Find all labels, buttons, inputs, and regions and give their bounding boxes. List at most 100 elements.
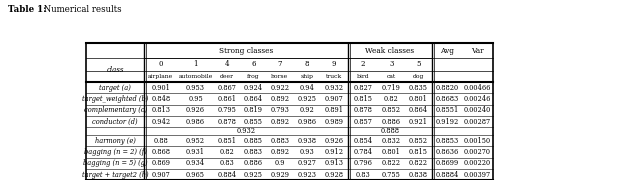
Text: 0.892: 0.892 (270, 148, 289, 156)
Text: 0.929: 0.929 (270, 171, 289, 179)
Text: 0.864: 0.864 (244, 95, 263, 103)
Text: 0.852: 0.852 (382, 106, 401, 114)
Text: 8: 8 (305, 60, 309, 68)
Text: 0.827: 0.827 (354, 84, 372, 92)
Text: 7: 7 (278, 60, 282, 68)
Text: 0.927: 0.927 (297, 159, 316, 167)
Text: 0.8853: 0.8853 (435, 137, 459, 145)
Text: 0.867: 0.867 (218, 84, 237, 92)
Text: 5: 5 (416, 60, 420, 68)
Text: 0.00397: 0.00397 (464, 171, 491, 179)
Text: 0.926: 0.926 (324, 137, 344, 145)
Text: 0.00466: 0.00466 (464, 84, 492, 92)
Text: 0.95: 0.95 (188, 95, 203, 103)
Text: 0.907: 0.907 (325, 95, 344, 103)
Text: 0.838: 0.838 (409, 171, 428, 179)
Text: 0.88: 0.88 (154, 137, 168, 145)
Text: 0.00150: 0.00150 (464, 137, 491, 145)
Text: 0.925: 0.925 (297, 95, 316, 103)
Text: 0.82: 0.82 (220, 148, 234, 156)
Text: cat: cat (387, 74, 396, 79)
Text: target + target2 (h): target + target2 (h) (82, 171, 148, 179)
Text: 0.878: 0.878 (218, 118, 237, 126)
Text: target_weighted (b): target_weighted (b) (82, 95, 148, 103)
Text: 0.00240: 0.00240 (464, 106, 491, 114)
Text: 0.913: 0.913 (324, 159, 344, 167)
Text: 0.888: 0.888 (381, 127, 399, 135)
Text: 0.886: 0.886 (382, 118, 401, 126)
Text: 0.989: 0.989 (324, 118, 344, 126)
Text: bagging (n = 5) (g): bagging (n = 5) (g) (83, 159, 148, 167)
Text: 0.835: 0.835 (409, 84, 428, 92)
Text: 0.952: 0.952 (186, 137, 205, 145)
Text: 0.934: 0.934 (186, 159, 205, 167)
Text: 0.9: 0.9 (275, 159, 285, 167)
Text: 6: 6 (251, 60, 255, 68)
Text: 0.901: 0.901 (152, 84, 170, 92)
Text: 0.8636: 0.8636 (435, 148, 459, 156)
Text: 0.928: 0.928 (324, 171, 344, 179)
Text: 1: 1 (193, 60, 198, 68)
Text: airplane: airplane (148, 74, 173, 79)
Text: 0.912: 0.912 (324, 148, 344, 156)
Text: 0.886: 0.886 (244, 159, 263, 167)
Text: 0.923: 0.923 (297, 171, 316, 179)
Text: 3: 3 (389, 60, 394, 68)
Text: 0.907: 0.907 (152, 171, 170, 179)
Text: 0.815: 0.815 (354, 95, 372, 103)
Text: 0.9192: 0.9192 (435, 118, 459, 126)
Text: 0.815: 0.815 (409, 148, 428, 156)
Text: 0.932: 0.932 (324, 84, 344, 92)
Text: 0.8551: 0.8551 (435, 106, 459, 114)
Text: bird: bird (357, 74, 369, 79)
Text: 0.795: 0.795 (218, 106, 237, 114)
Text: bagging (n = 2) (f): bagging (n = 2) (f) (84, 148, 147, 156)
Text: 0.891: 0.891 (324, 106, 344, 114)
Text: 0.921: 0.921 (409, 118, 428, 126)
Text: 0.819: 0.819 (244, 106, 263, 114)
Text: 0.784: 0.784 (354, 148, 372, 156)
Text: 0.822: 0.822 (382, 159, 401, 167)
Text: conductor (d): conductor (d) (92, 118, 138, 126)
Text: 0.00220: 0.00220 (464, 159, 491, 167)
Text: 0.885: 0.885 (244, 137, 263, 145)
Text: deer: deer (220, 74, 234, 79)
Text: 0.793: 0.793 (271, 106, 289, 114)
Text: 0.796: 0.796 (354, 159, 372, 167)
Text: 0.922: 0.922 (270, 84, 289, 92)
Text: 0.855: 0.855 (244, 118, 263, 126)
Text: 0.852: 0.852 (409, 137, 428, 145)
Text: Weak classes: Weak classes (365, 47, 415, 55)
Text: 0.932: 0.932 (237, 127, 256, 135)
Text: 0.822: 0.822 (409, 159, 428, 167)
Text: dog: dog (413, 74, 424, 79)
Text: 0.892: 0.892 (270, 118, 289, 126)
Text: 0.8884: 0.8884 (435, 171, 459, 179)
Text: 0.878: 0.878 (354, 106, 372, 114)
Text: 0.848: 0.848 (151, 95, 170, 103)
Text: 0.986: 0.986 (297, 118, 316, 126)
Text: 0.857: 0.857 (354, 118, 372, 126)
Text: 0.925: 0.925 (244, 171, 263, 179)
Text: ship: ship (300, 74, 313, 79)
Text: 0.00270: 0.00270 (464, 148, 491, 156)
Text: 0.864: 0.864 (409, 106, 428, 114)
Text: 0.755: 0.755 (382, 171, 401, 179)
Text: Var: Var (471, 47, 484, 55)
Text: 0.931: 0.931 (186, 148, 205, 156)
Text: 0: 0 (159, 60, 163, 68)
Text: 0.8683: 0.8683 (435, 95, 459, 103)
Text: target (a): target (a) (99, 84, 131, 92)
Text: harmony (e): harmony (e) (95, 137, 136, 145)
Text: 0.00246: 0.00246 (464, 95, 492, 103)
Text: 0.00287: 0.00287 (464, 118, 491, 126)
Text: 0.813: 0.813 (151, 106, 170, 114)
Text: 0.854: 0.854 (354, 137, 372, 145)
Text: Avg: Avg (440, 47, 454, 55)
Text: 0.924: 0.924 (244, 84, 263, 92)
Text: Strong classes: Strong classes (220, 47, 273, 55)
Text: 9: 9 (332, 60, 337, 68)
Text: 0.986: 0.986 (186, 118, 205, 126)
Text: 0.965: 0.965 (186, 171, 205, 179)
Text: 0.83: 0.83 (220, 159, 234, 167)
